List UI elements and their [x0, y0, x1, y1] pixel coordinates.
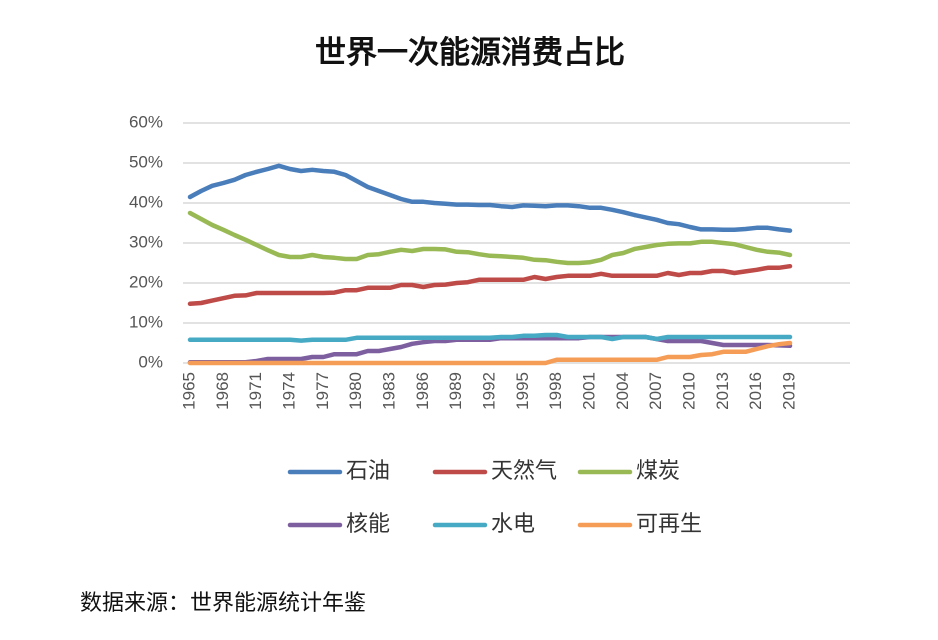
y-tick-label: 50% [129, 152, 163, 171]
y-tick-label: 10% [129, 312, 163, 331]
legend-label: 可再生 [636, 511, 702, 536]
series-line [187, 332, 793, 343]
x-tick-label: 2010 [679, 372, 698, 410]
legend-label: 煤炭 [636, 458, 680, 483]
x-tick-label: 1983 [379, 372, 398, 410]
x-tick-label: 2019 [779, 372, 798, 410]
x-tick-label: 1995 [513, 372, 532, 410]
legend-label: 核能 [346, 511, 390, 536]
source-note: 数据来源：世界能源统计年鉴 [80, 590, 366, 615]
series-line [187, 340, 793, 366]
x-tick-label: 1980 [346, 372, 365, 410]
series-line [187, 210, 793, 266]
chart-title: 世界一次能源消费占比 [315, 35, 625, 70]
legend-label: 水电 [491, 511, 535, 536]
x-tick-label: 1992 [479, 372, 498, 410]
y-tick-label: 30% [129, 232, 163, 251]
x-tick-label: 1977 [313, 372, 332, 410]
x-tick-label: 2016 [746, 372, 765, 410]
x-tick-label: 1989 [446, 372, 465, 410]
x-tick-label: 1968 [213, 372, 232, 410]
x-tick-label: 2013 [713, 372, 732, 410]
legend-label: 天然气 [491, 458, 557, 483]
y-tick-label: 40% [129, 192, 163, 211]
x-tick-label: 2001 [579, 372, 598, 410]
x-tick-label: 1965 [179, 372, 198, 410]
legend-label: 石油 [346, 458, 390, 483]
x-tick-label: 1971 [246, 372, 265, 410]
series-line [187, 263, 793, 307]
y-tick-label: 20% [129, 272, 163, 291]
x-tick-label: 2004 [613, 372, 632, 410]
x-tick-label: 2007 [646, 372, 665, 410]
x-tick-label: 1998 [546, 372, 565, 410]
x-tick-label: 1986 [413, 372, 432, 410]
series-line [187, 163, 793, 233]
x-tick-label: 1974 [279, 372, 298, 410]
y-tick-label: 60% [129, 112, 163, 131]
y-tick-label: 0% [138, 352, 163, 371]
